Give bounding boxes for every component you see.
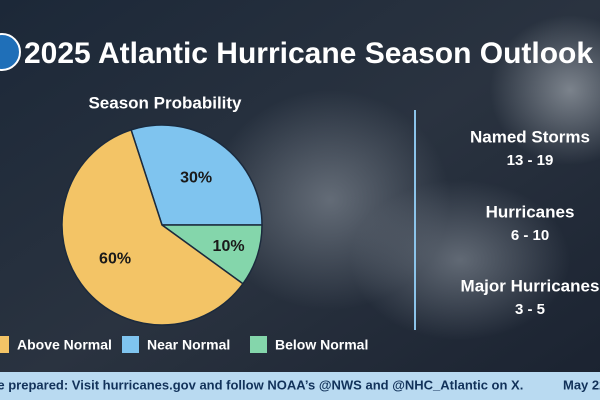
stat-range: 6 - 10 — [511, 227, 549, 244]
legend-label: Below Normal — [275, 337, 368, 353]
slice-label: 10% — [213, 238, 245, 255]
legend-label: Above Normal — [17, 337, 112, 353]
cloud — [350, 180, 570, 340]
logo — [0, 33, 21, 71]
footer-date: May 22, 2025 — [563, 377, 600, 392]
stat-range: 13 - 19 — [507, 152, 554, 169]
cloud — [490, 15, 600, 165]
legend-label: Near Normal — [147, 337, 230, 353]
slice-label: 60% — [99, 250, 131, 267]
stat-label: Hurricanes — [486, 202, 575, 221]
legend-swatch — [0, 336, 9, 353]
stat-label: Major Hurricanes — [461, 276, 600, 295]
footer-note: Be prepared: Visit hurricanes.gov and fo… — [0, 377, 523, 392]
slice-label: 30% — [180, 169, 212, 186]
legend-swatch — [122, 336, 139, 353]
title: 2025 Atlantic Hurricane Season Outlook — [24, 37, 593, 70]
pie-slice — [130, 124, 263, 226]
pie-slice — [61, 128, 244, 326]
stat-range: 3 - 5 — [515, 301, 545, 318]
pie-title: Season Probability — [88, 93, 242, 112]
legend-swatch — [250, 336, 267, 353]
footer-bar — [0, 372, 600, 400]
stat-label: Named Storms — [470, 127, 590, 146]
